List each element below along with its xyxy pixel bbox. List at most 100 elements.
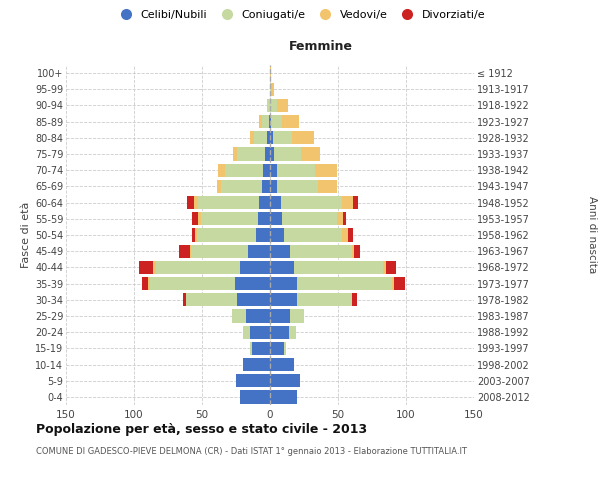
Bar	[156, 260, 240, 274]
Bar	[337, 212, 343, 226]
Bar	[217, 180, 221, 193]
Bar	[270, 260, 295, 274]
Bar	[347, 228, 353, 241]
Bar	[254, 131, 267, 144]
Bar	[270, 358, 295, 371]
Bar	[282, 212, 337, 226]
Bar	[238, 148, 265, 160]
Bar	[236, 374, 270, 388]
Bar	[277, 99, 287, 112]
Bar	[259, 196, 270, 209]
Bar	[315, 164, 337, 177]
Bar	[243, 358, 270, 371]
Bar	[243, 326, 250, 339]
Bar	[270, 212, 282, 226]
Bar	[258, 212, 270, 226]
Bar	[270, 66, 271, 80]
Bar	[250, 342, 253, 355]
Bar	[267, 99, 270, 112]
Bar	[191, 244, 248, 258]
Bar	[342, 228, 347, 241]
Bar	[392, 277, 394, 290]
Bar	[342, 196, 353, 209]
Bar	[200, 212, 258, 226]
Bar	[267, 131, 270, 144]
Bar	[183, 293, 185, 306]
Bar	[343, 212, 346, 226]
Bar	[240, 260, 270, 274]
Bar	[179, 244, 190, 258]
Bar	[270, 390, 297, 404]
Bar	[238, 293, 270, 306]
Bar	[233, 148, 238, 160]
Bar	[265, 148, 270, 160]
Bar	[277, 164, 315, 177]
Bar	[269, 115, 270, 128]
Bar	[297, 277, 392, 290]
Text: Anni di nascita: Anni di nascita	[587, 196, 597, 274]
Bar	[297, 293, 352, 306]
Bar	[270, 196, 281, 209]
Bar	[197, 228, 256, 241]
Bar	[198, 212, 200, 226]
Bar	[290, 310, 304, 322]
Bar	[240, 390, 270, 404]
Bar	[273, 131, 292, 144]
Bar	[290, 244, 352, 258]
Bar	[139, 260, 153, 274]
Bar	[383, 260, 386, 274]
Bar	[185, 293, 238, 306]
Bar	[295, 260, 383, 274]
Bar	[271, 115, 282, 128]
Bar	[193, 228, 195, 241]
Bar	[270, 228, 284, 241]
Bar	[270, 326, 289, 339]
Bar	[270, 310, 290, 322]
Bar	[250, 326, 270, 339]
Bar	[277, 180, 317, 193]
Bar	[284, 342, 286, 355]
Bar	[250, 131, 254, 144]
Bar	[225, 164, 263, 177]
Bar	[271, 82, 274, 96]
Bar	[270, 99, 277, 112]
Text: Femmine: Femmine	[289, 40, 353, 53]
Bar	[352, 293, 357, 306]
Bar	[190, 244, 191, 258]
Bar	[259, 115, 262, 128]
Bar	[194, 196, 198, 209]
Bar	[262, 180, 270, 193]
Bar	[270, 115, 271, 128]
Bar	[270, 244, 290, 258]
Bar	[289, 326, 296, 339]
Bar	[263, 164, 270, 177]
Bar	[270, 277, 297, 290]
Bar	[256, 228, 270, 241]
Bar	[301, 148, 320, 160]
Bar	[232, 310, 245, 322]
Bar	[317, 180, 337, 193]
Bar	[195, 228, 197, 241]
Bar	[187, 196, 194, 209]
Bar	[282, 115, 299, 128]
Bar	[274, 148, 301, 160]
Bar	[270, 342, 284, 355]
Bar	[221, 180, 262, 193]
Bar	[248, 244, 270, 258]
Bar	[270, 374, 300, 388]
Bar	[292, 131, 314, 144]
Bar	[193, 212, 198, 226]
Bar	[352, 244, 355, 258]
Bar	[270, 164, 277, 177]
Bar	[148, 277, 151, 290]
Bar	[394, 277, 404, 290]
Bar	[245, 310, 270, 322]
Bar	[353, 196, 358, 209]
Bar	[198, 196, 259, 209]
Bar	[253, 342, 270, 355]
Bar	[218, 164, 225, 177]
Bar	[153, 260, 156, 274]
Bar	[270, 180, 277, 193]
Text: Popolazione per età, sesso e stato civile - 2013: Popolazione per età, sesso e stato civil…	[36, 422, 367, 436]
Bar	[270, 131, 273, 144]
